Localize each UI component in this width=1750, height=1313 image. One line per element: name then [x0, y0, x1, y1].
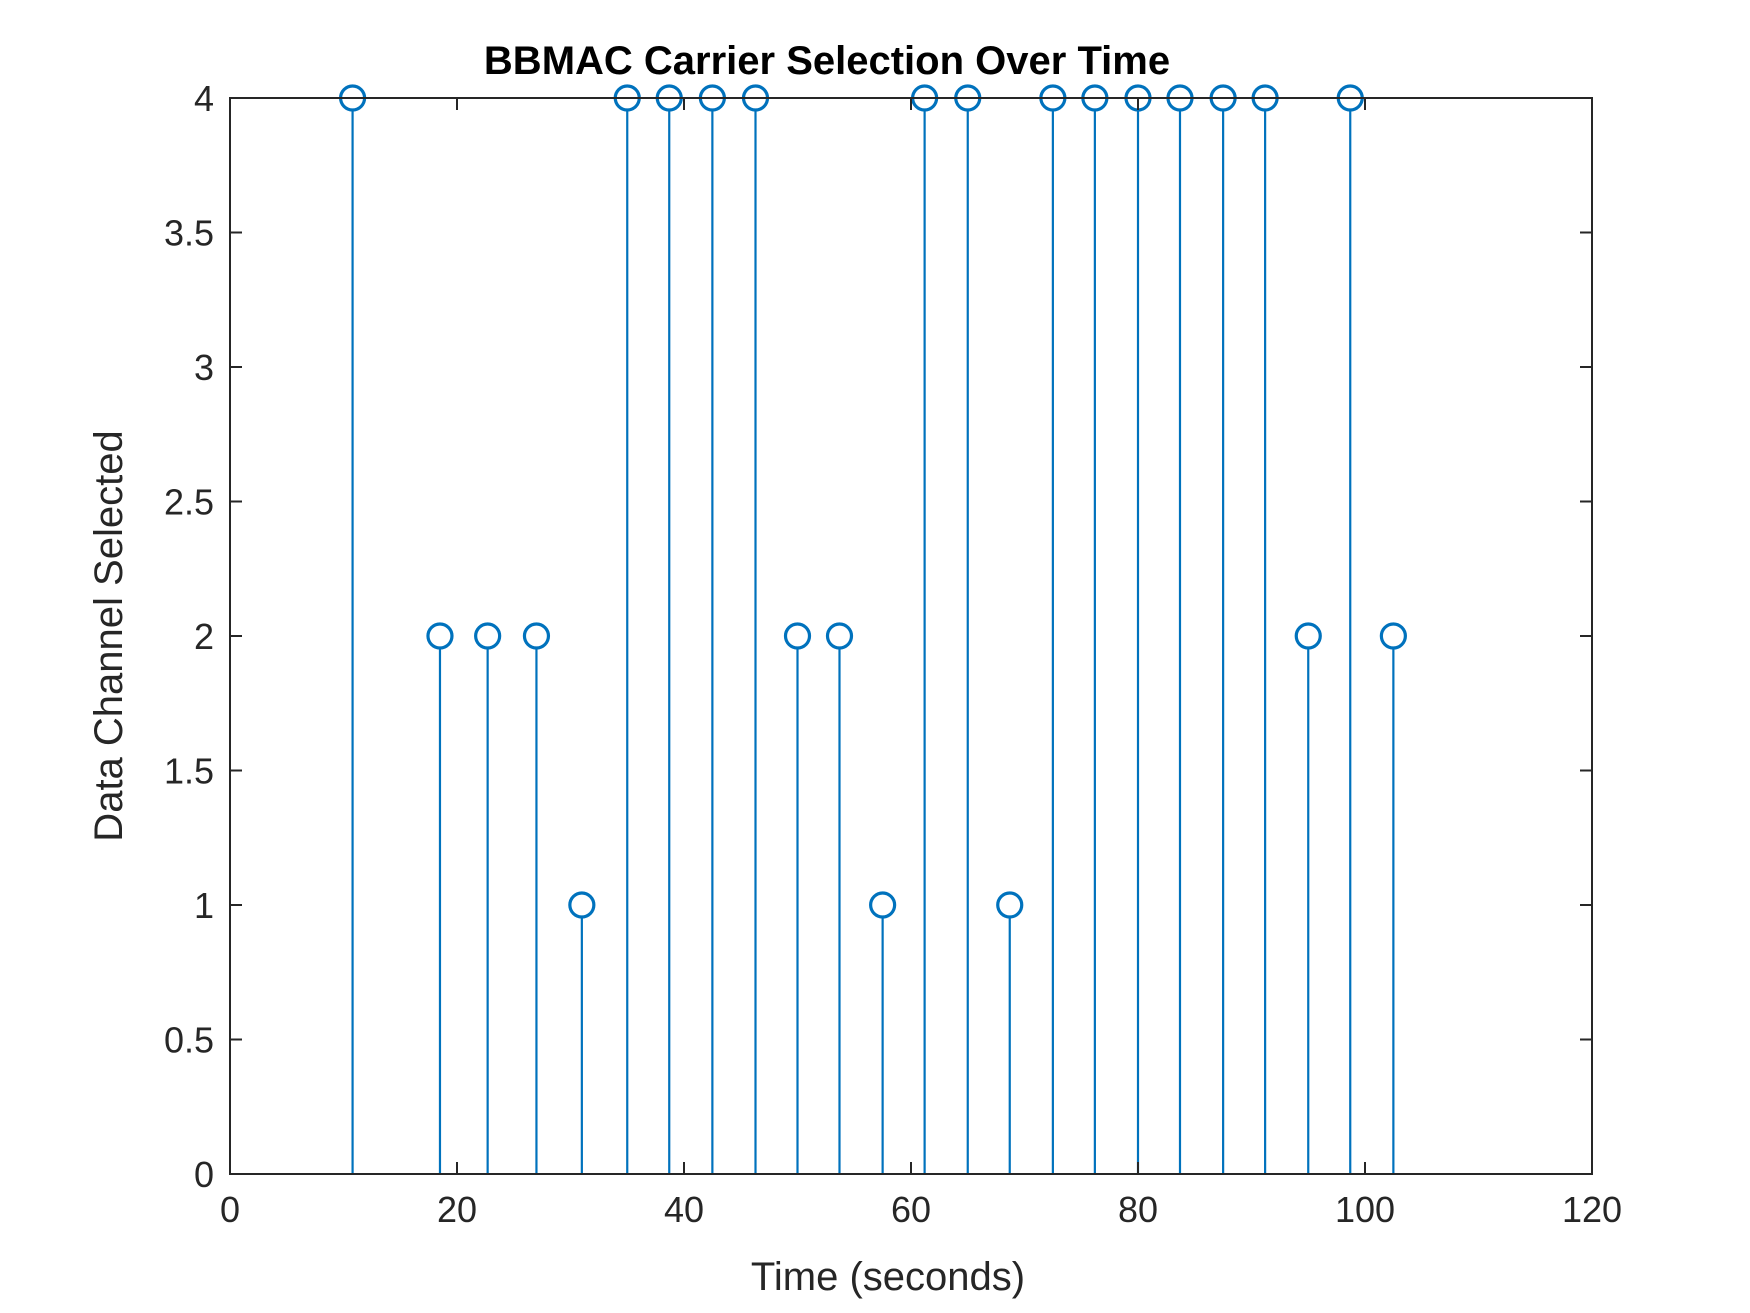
x-tick-label: 100 [1335, 1189, 1395, 1230]
stem-marker [474, 622, 502, 650]
plot-frame [229, 97, 1593, 1175]
chart-title: BBMAC Carrier Selection Over Time [484, 39, 1170, 83]
axis-ticks [229, 97, 1593, 1175]
x-tick-label: 0 [220, 1189, 240, 1230]
stem-marker [522, 622, 551, 650]
y-tick-label: 3.5 [164, 213, 214, 254]
y-axis-label: Data Channel Selected [87, 430, 131, 841]
x-axis-label: Time (seconds) [751, 1255, 1025, 1299]
y-tick-label: 1.5 [164, 751, 214, 792]
x-tick-label: 20 [437, 1189, 477, 1230]
stem-series [338, 84, 1407, 1174]
x-tick-label: 80 [1118, 1189, 1158, 1230]
x-tick-label: 40 [664, 1189, 704, 1230]
y-tick-label: 4 [194, 78, 214, 119]
y-tick-label: 0 [194, 1154, 214, 1195]
stem-marker [869, 891, 897, 919]
x-tick-labels: 0 20 40 60 80 100 120 [220, 1189, 1622, 1230]
stem-marker [1294, 622, 1322, 650]
y-tick-label: 3 [194, 347, 214, 388]
y-tick-label: 2 [194, 616, 214, 657]
stem-marker [996, 891, 1024, 919]
x-tick-label: 120 [1562, 1189, 1622, 1230]
x-tick-label: 60 [891, 1189, 931, 1230]
stem-marker [825, 622, 854, 650]
y-tick-label: 0.5 [164, 1020, 214, 1061]
y-tick-labels: 0 0.5 1 1.5 2 2.5 3 3.5 4 [164, 78, 214, 1195]
y-tick-label: 2.5 [164, 482, 214, 523]
stem-marker [568, 891, 596, 919]
stem-marker [783, 622, 812, 650]
stem-marker [1379, 622, 1407, 650]
stem-marker [426, 622, 454, 650]
y-tick-label: 1 [194, 885, 214, 926]
